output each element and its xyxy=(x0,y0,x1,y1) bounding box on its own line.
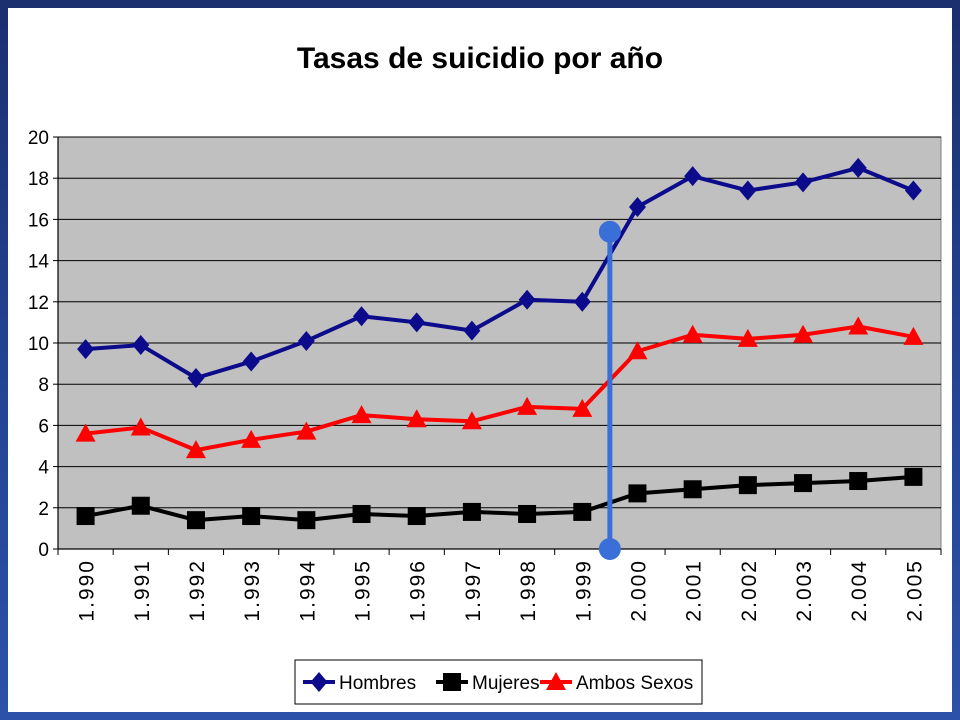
y-tick-label: 12 xyxy=(28,293,49,314)
data-point-mujeres xyxy=(518,504,537,523)
legend-marker-mujeres xyxy=(443,673,461,691)
data-point-hombres xyxy=(353,306,371,327)
data-point-ambos-sexos xyxy=(130,417,151,436)
data-point-ambos-sexos xyxy=(185,440,206,459)
y-tick-label: 20 xyxy=(28,128,49,149)
series-line-mujeres xyxy=(85,474,914,523)
chart-title: Tasas de suicidio por año xyxy=(296,42,664,75)
data-point-hombres xyxy=(463,320,481,341)
data-point-hombres xyxy=(684,166,702,187)
y-tick-label: 10 xyxy=(28,334,49,355)
data-point-hombres xyxy=(297,330,315,351)
data-point-mujeres xyxy=(297,511,316,530)
data-point-mujeres xyxy=(352,504,371,523)
legend-label-hombres: Hombres xyxy=(339,673,416,694)
data-point-mujeres xyxy=(407,507,426,526)
data-point-ambos-sexos xyxy=(517,396,538,415)
data-point-mujeres xyxy=(76,507,95,526)
x-tick-label: 1.997 xyxy=(462,559,485,622)
x-tick-label: 2.005 xyxy=(903,559,926,622)
y-tick-label: 2 xyxy=(38,499,49,520)
data-point-hombres xyxy=(187,368,205,389)
y-tick-label: 14 xyxy=(28,252,50,273)
legend-label-mujeres: Mujeres xyxy=(472,673,540,694)
x-tick-label: 2.003 xyxy=(793,559,816,622)
slide: Tasas de suicidio por año 0 2 4 6 8 10 12 14 16 1… xyxy=(8,8,952,712)
legend-marker-hombres xyxy=(310,672,328,692)
data-point-hombres xyxy=(794,172,812,193)
data-point-hombres xyxy=(904,180,922,201)
x-tick-label: 1.996 xyxy=(407,559,430,622)
y-tick-label: 6 xyxy=(38,416,49,437)
data-point-ambos-sexos xyxy=(296,421,317,440)
data-point-ambos-sexos xyxy=(737,328,758,347)
data-point-ambos-sexos xyxy=(848,316,869,335)
y-tick-label: 16 xyxy=(28,210,49,231)
data-point-mujeres xyxy=(131,496,150,515)
data-point-mujeres xyxy=(849,472,868,491)
data-point-mujeres xyxy=(904,467,923,486)
x-tick-label: 1.995 xyxy=(352,559,375,622)
data-point-ambos-sexos xyxy=(793,324,814,343)
x-tick-label: 2.004 xyxy=(848,559,871,622)
x-tick-label: 1.992 xyxy=(186,559,209,622)
y-tick-label: 8 xyxy=(38,375,49,396)
data-point-hombres xyxy=(242,351,260,372)
data-point-hombres xyxy=(739,180,757,201)
data-point-ambos-sexos xyxy=(572,398,593,417)
data-point-ambos-sexos xyxy=(461,411,482,430)
data-point-hombres xyxy=(132,335,150,356)
line-chart: 0 2 4 6 8 10 12 14 16 18 20 1.990 1.991 1.992 1.993 1.9… xyxy=(28,128,942,705)
data-point-hombres xyxy=(518,289,536,310)
data-point-hombres xyxy=(573,291,591,312)
x-tick-label: 1.993 xyxy=(241,559,264,622)
data-point-mujeres xyxy=(794,474,813,493)
x-tick-label: 1.991 xyxy=(131,559,154,622)
data-point-hombres xyxy=(408,312,426,333)
legend xyxy=(294,659,703,705)
series-line-ambos-sexos xyxy=(85,324,914,453)
annotation-dot-bottom xyxy=(598,538,621,560)
data-point-ambos-sexos xyxy=(682,324,703,343)
legend-label-ambos-sexos: Ambos Sexos xyxy=(576,673,693,694)
legend-marker-ambos-sexos xyxy=(546,672,566,690)
data-point-hombres xyxy=(849,157,867,178)
x-tick-label: 2.001 xyxy=(683,559,706,622)
series-line-hombres xyxy=(85,165,915,381)
y-tick-label: 0 xyxy=(38,540,49,561)
data-point-mujeres xyxy=(242,507,261,526)
data-point-ambos-sexos xyxy=(627,341,648,360)
x-tick-label: 1.990 xyxy=(76,559,99,622)
data-point-ambos-sexos xyxy=(241,429,262,448)
data-point-mujeres xyxy=(628,484,647,503)
data-point-mujeres xyxy=(738,476,757,495)
data-point-ambos-sexos xyxy=(406,409,427,428)
data-point-ambos-sexos xyxy=(75,423,96,442)
data-point-mujeres xyxy=(462,502,481,521)
x-tick-label: 2.000 xyxy=(627,559,650,622)
y-tick-label: 4 xyxy=(38,458,49,479)
x-tick-label: 2.002 xyxy=(738,559,761,622)
data-point-mujeres xyxy=(573,502,592,521)
y-tick-label: 18 xyxy=(28,169,49,190)
data-point-ambos-sexos xyxy=(351,405,372,424)
data-point-hombres xyxy=(628,197,646,218)
data-point-mujeres xyxy=(683,480,702,499)
data-point-hombres xyxy=(77,339,95,360)
annotation-dot-top xyxy=(598,220,621,243)
x-tick-label: 1.998 xyxy=(517,559,540,622)
x-tick-label: 1.999 xyxy=(572,559,595,622)
x-tick-label: 1.994 xyxy=(296,559,319,622)
data-point-ambos-sexos xyxy=(903,326,924,345)
data-point-mujeres xyxy=(186,511,205,530)
